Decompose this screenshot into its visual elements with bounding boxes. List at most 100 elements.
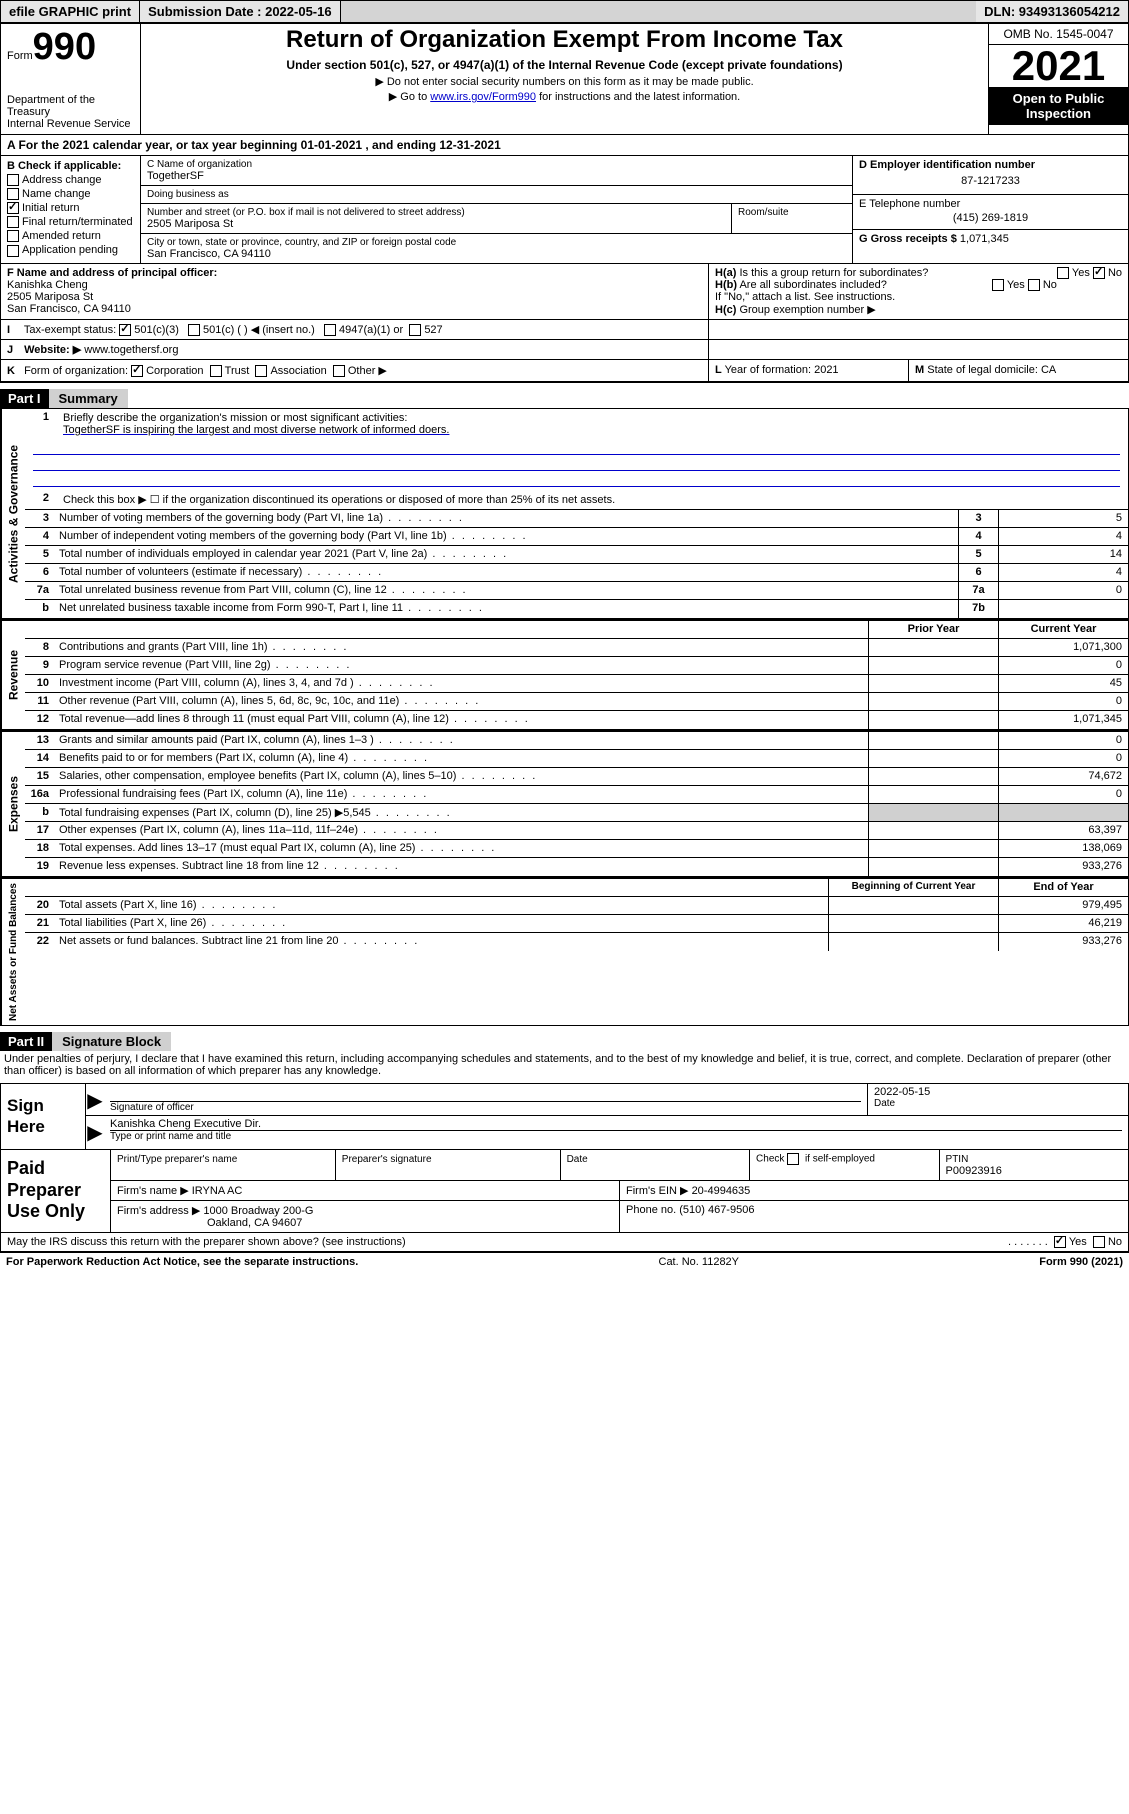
firm-ein: 20-4994635 [692,1185,751,1197]
end-val: 933,276 [998,933,1128,951]
street-cap: Number and street (or P.O. box if mail i… [147,207,725,218]
section-c: C Name of organization TogetherSF Doing … [141,156,853,263]
chk-corp[interactable] [131,365,143,377]
part2-title: Signature Block [52,1032,171,1051]
gov-row: 6 Total number of volunteers (estimate i… [25,564,1128,582]
sig-officer-cap: Signature of officer [110,1102,861,1113]
chk-final-return[interactable] [7,216,19,228]
vtab-net: Net Assets or Fund Balances [1,879,25,1025]
summary-net: Net Assets or Fund Balances Beginning of… [0,877,1129,1026]
line2-text: Check this box ▶ ☐ if the organization d… [55,490,1128,509]
prior-val [868,858,998,876]
prep-h1: Print/Type preparer's name [117,1154,237,1165]
line-num: 6 [25,564,55,581]
officer-street: 2505 Mariposa St [7,291,702,303]
prior-val [868,840,998,857]
j-cap: Website: ▶ [24,344,81,356]
line-num: 7a [25,582,55,599]
open-public-badge: Open to Public Inspection [989,87,1128,125]
gov-row: 5 Total number of individuals employed i… [25,546,1128,564]
exp-row: 19 Revenue less expenses. Subtract line … [25,858,1128,876]
k-cap: Form of organization: [24,365,128,377]
fghij-block: F Name and address of principal officer:… [0,264,1129,360]
curr-val: 0 [998,657,1128,674]
gov-row: 3 Number of voting members of the govern… [25,510,1128,528]
hdr-end: End of Year [998,879,1128,896]
line-num: b [25,600,55,618]
submission-date-button[interactable]: Submission Date : 2022-05-16 [140,1,341,22]
line-value [998,600,1128,618]
exp-row: 16a Professional fundraising fees (Part … [25,786,1128,804]
chk-address-change[interactable] [7,174,19,186]
chk-initial-return[interactable] [7,202,19,214]
line-num: 4 [25,528,55,545]
chk-trust[interactable] [210,365,222,377]
j-lbl: J [7,344,21,356]
chk-other[interactable] [333,365,345,377]
sign-here-label: Sign Here [1,1084,86,1149]
prior-val [868,804,998,821]
chk-501c3[interactable] [119,324,131,336]
line-num: 15 [25,768,55,785]
line-desc: Program service revenue (Part VIII, line… [55,657,868,674]
line-num: 22 [25,933,55,951]
line1-cap: Briefly describe the organization's miss… [63,412,407,424]
mission-blank3 [33,473,1120,487]
begin-val [828,933,998,951]
vtab-gov: Activities & Governance [1,409,25,618]
chk-name-change[interactable] [7,188,19,200]
ha-no[interactable] [1093,267,1105,279]
hb-no[interactable] [1028,279,1040,291]
irs-link[interactable]: www.irs.gov/Form990 [430,91,536,103]
chk-527[interactable] [409,324,421,336]
line-desc: Investment income (Part VIII, column (A)… [55,675,868,692]
sign-here-block: Sign Here ▶ Signature of officer 2022-05… [0,1083,1129,1150]
ha-yes[interactable] [1057,267,1069,279]
i-cap: Tax-exempt status: [24,324,116,336]
line-num: 5 [25,546,55,563]
date-cap: Date [874,1098,1122,1109]
chk-501c[interactable] [188,324,200,336]
chk-amended[interactable] [7,230,19,242]
gov-row: b Net unrelated business taxable income … [25,600,1128,618]
vtab-rev: Revenue [1,621,25,729]
hb-q: Are all subordinates included? [739,279,886,291]
discuss-no[interactable] [1093,1236,1105,1248]
irs-label: Internal Revenue Service [7,118,134,130]
form-subtitle: Under section 501(c), 527, or 4947(a)(1)… [151,58,978,72]
ptin-value: P00923916 [946,1165,1002,1177]
line-desc: Net unrelated business taxable income fr… [55,600,958,618]
arrow-icon2: ▶ [86,1116,104,1145]
chk-app-pending[interactable] [7,245,19,257]
part2-header-row: Part IISignature Block [0,1026,1129,1051]
dba-cap: Doing business as [147,189,846,200]
curr-val: 45 [998,675,1128,692]
line-desc: Total number of individuals employed in … [55,546,958,563]
efile-print-button[interactable]: efile GRAPHIC print [1,1,140,22]
chk-assoc[interactable] [255,365,267,377]
rev-row: 8 Contributions and grants (Part VIII, l… [25,639,1128,657]
officer-city: San Francisco, CA 94110 [7,303,702,315]
klm-block: K Form of organization: Corporation Trus… [0,360,1129,383]
line-num: 10 [25,675,55,692]
discuss-yes[interactable] [1054,1236,1066,1248]
hb-yes[interactable] [992,279,1004,291]
form-990-page: efile GRAPHIC print Submission Date : 20… [0,0,1129,1271]
curr-val: 0 [998,693,1128,710]
chk-self-employed[interactable] [787,1153,799,1165]
c-name-cap: C Name of organization [147,159,846,170]
prior-val [868,675,998,692]
footer-mid: Cat. No. 11282Y [659,1256,740,1268]
line-value: 5 [998,510,1128,527]
begin-val [828,915,998,932]
chk-4947[interactable] [324,324,336,336]
line-desc: Total expenses. Add lines 13–17 (must eq… [55,840,868,857]
line-num: 19 [25,858,55,876]
exp-row: b Total fundraising expenses (Part IX, c… [25,804,1128,822]
section-b: B Check if applicable: Address change Na… [1,156,141,263]
note-ssn: ▶ Do not enter social security numbers o… [151,75,978,88]
d-cap: D Employer identification number [859,159,1122,171]
line-refnum: 4 [958,528,998,545]
part2-hdr: Part II [0,1032,52,1051]
net-row: 22 Net assets or fund balances. Subtract… [25,933,1128,951]
